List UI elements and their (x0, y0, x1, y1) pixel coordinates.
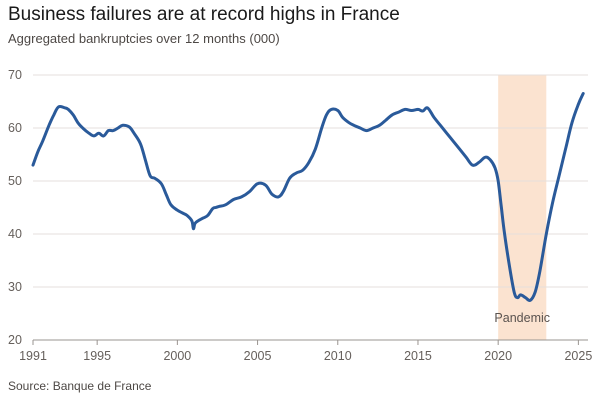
x-tick-label: 1991 (19, 349, 47, 363)
x-tick-label: 2010 (324, 349, 352, 363)
source-note: Source: Banque de France (8, 379, 152, 393)
x-tick-label: 1995 (83, 349, 111, 363)
grid-layer: 20 30 40 50 60 70 (8, 68, 588, 347)
chart-subtitle: Aggregated bankruptcies over 12 months (… (8, 31, 280, 46)
annotation-layer: Pandemic (494, 311, 550, 325)
x-tick-label: 2020 (484, 349, 512, 363)
y-tick-label: 50 (8, 174, 22, 188)
x-tick-label: 2000 (163, 349, 191, 363)
pandemic-shaded-region (498, 75, 547, 340)
x-tick-label: 2015 (404, 349, 432, 363)
y-tick-label: 30 (8, 280, 22, 294)
x-tick-label: 2025 (564, 349, 592, 363)
bankruptcies-line (31, 92, 585, 302)
x-axis: 1991 1995 2000 2005 2010 2015 2020 2025 (19, 339, 592, 363)
y-tick-label: 40 (8, 227, 22, 241)
y-tick-label: 70 (8, 68, 22, 82)
x-tick-label: 2005 (244, 349, 272, 363)
y-tick-label: 60 (8, 121, 22, 135)
y-tick-label: 20 (8, 333, 22, 347)
shaded-region-layer (498, 75, 547, 340)
pandemic-label: Pandemic (494, 311, 550, 325)
series-layer (31, 92, 585, 302)
chart-title: Business failures are at record highs in… (8, 4, 400, 25)
